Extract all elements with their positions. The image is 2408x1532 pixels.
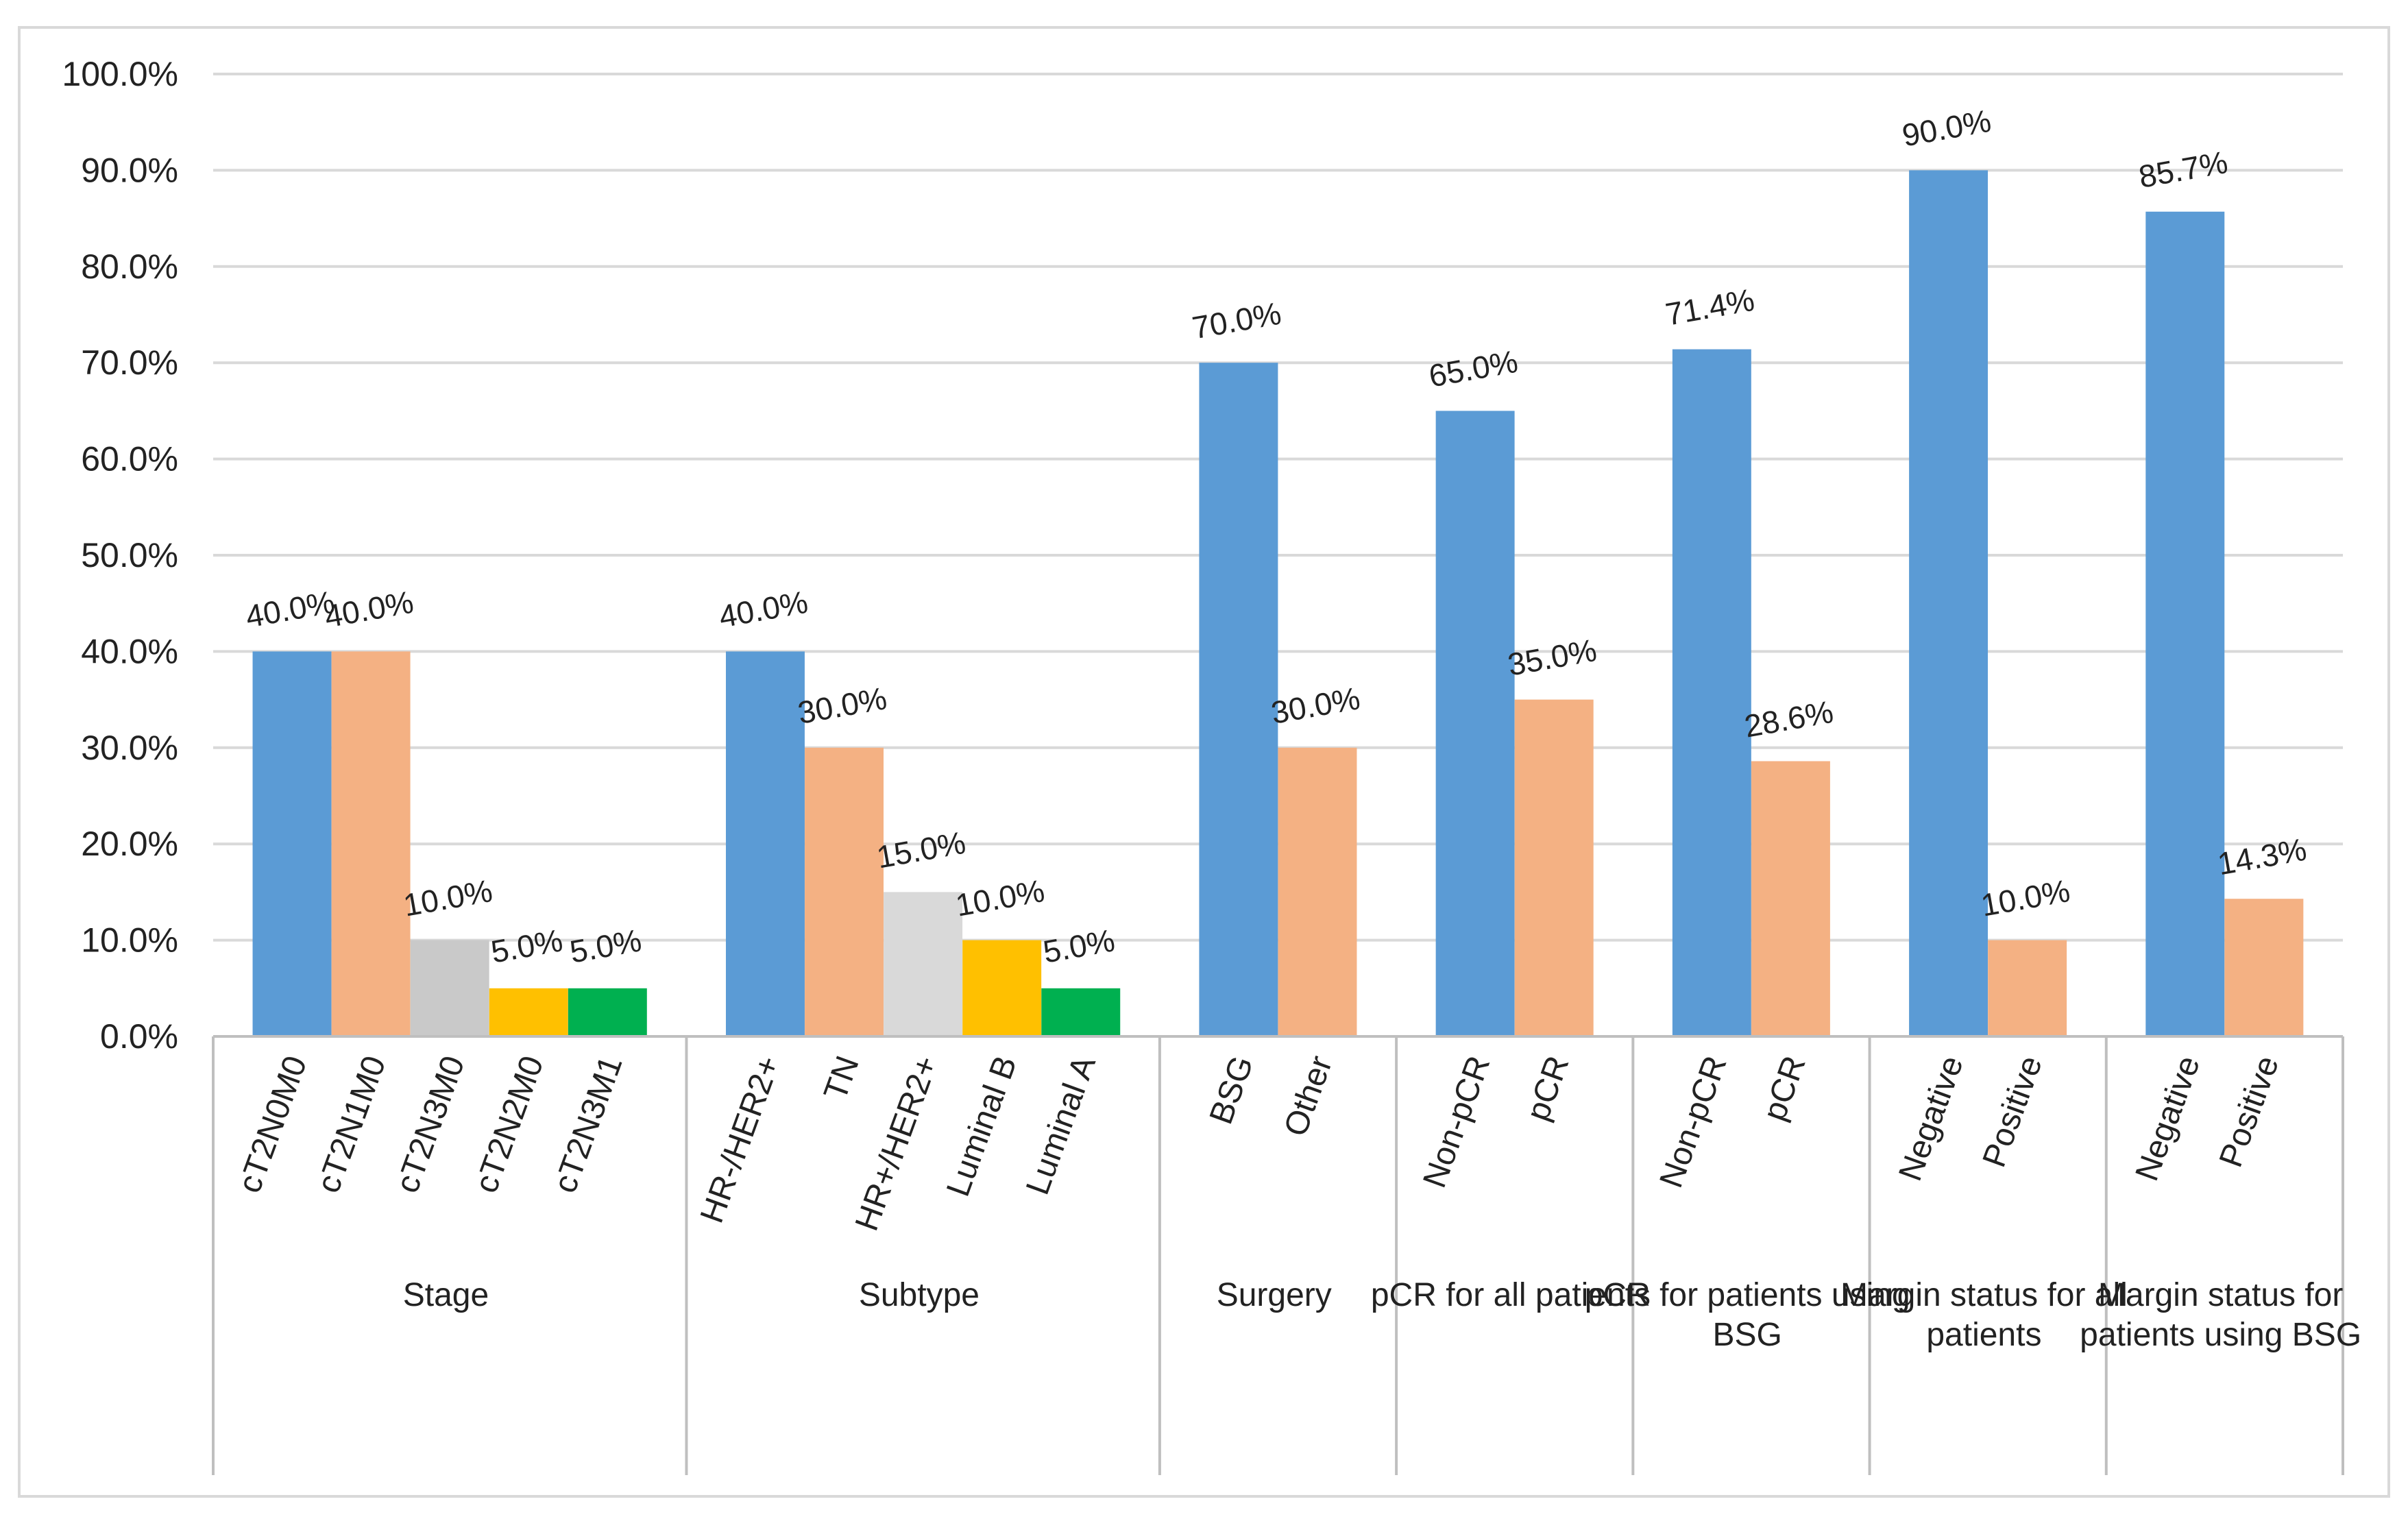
y-tick-label: 90.0% bbox=[81, 151, 178, 189]
y-axis-tick-labels: 0.0% 10.0% 20.0% 30.0% 40.0% 50.0% 60.0% 70.0% 8… bbox=[62, 55, 178, 1056]
bar bbox=[410, 940, 489, 1036]
y-tick-label: 40.0% bbox=[81, 632, 178, 670]
y-tick-label: 60.0% bbox=[81, 440, 178, 478]
bar bbox=[1751, 761, 1830, 1036]
x-group-label: Surgery bbox=[1217, 1277, 1332, 1313]
x-axis-group-labels: Stage Subtype Surgery pCR for all patientsp… bbox=[403, 1277, 2361, 1353]
y-tick-label: 80.0% bbox=[81, 247, 178, 286]
x-group-label: pCR for patients using BSG bbox=[1585, 1277, 1910, 1353]
bar bbox=[1435, 411, 1515, 1036]
x-group-label: Subtype bbox=[859, 1277, 980, 1313]
bar bbox=[252, 651, 332, 1036]
bar bbox=[1514, 699, 1594, 1036]
y-tick-label: 0.0% bbox=[100, 1017, 178, 1056]
bar bbox=[962, 940, 1042, 1036]
x-group-label: Margin status for all patients bbox=[1840, 1277, 2128, 1353]
x-group-label: pCR for all patients bbox=[1371, 1277, 1651, 1313]
x-group-label: Margin status for patients using BSG bbox=[2080, 1277, 2361, 1353]
bar bbox=[331, 651, 411, 1036]
bar bbox=[1199, 363, 1278, 1036]
bar bbox=[489, 988, 568, 1036]
y-tick-label: 70.0% bbox=[81, 343, 178, 382]
bar bbox=[805, 747, 884, 1036]
x-group-label: Stage bbox=[403, 1277, 489, 1313]
y-tick-label: 50.0% bbox=[81, 536, 178, 574]
bar bbox=[1988, 940, 2067, 1036]
bars bbox=[252, 170, 2304, 1037]
bar bbox=[884, 892, 963, 1036]
bar bbox=[1278, 747, 1357, 1036]
bar bbox=[1041, 988, 1121, 1036]
y-tick-label: 100.0% bbox=[62, 55, 178, 93]
bar bbox=[1672, 349, 1751, 1036]
x-axis bbox=[212, 1035, 2344, 1475]
y-tick-label: 20.0% bbox=[81, 825, 178, 863]
bar bbox=[1909, 170, 1989, 1036]
bar bbox=[2224, 899, 2304, 1036]
bar bbox=[2145, 211, 2225, 1037]
bar bbox=[568, 988, 647, 1036]
bar bbox=[725, 651, 805, 1036]
y-tick-label: 10.0% bbox=[81, 921, 178, 960]
y-tick-label: 30.0% bbox=[81, 729, 178, 767]
